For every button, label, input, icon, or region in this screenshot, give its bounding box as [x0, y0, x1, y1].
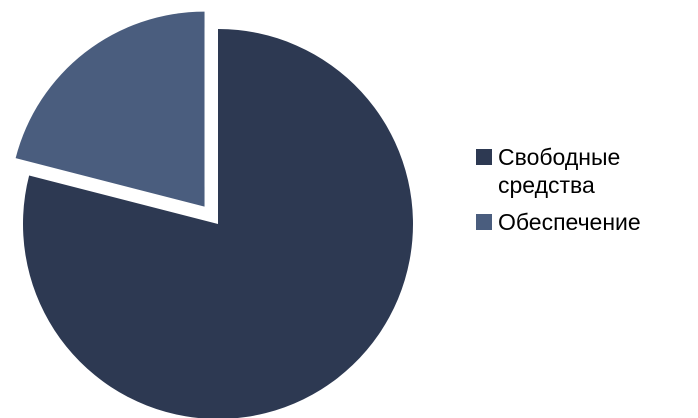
pie-chart — [15, 11, 413, 418]
legend-item-collateral: Обеспечение — [476, 208, 696, 236]
legend: Свободные средства Обеспечение — [476, 143, 696, 245]
legend-swatch-free-funds — [476, 149, 492, 165]
pie-slice-0 — [23, 29, 413, 418]
legend-label-free-funds: Свободные средства — [498, 144, 621, 198]
pie-slice-1 — [15, 11, 205, 207]
legend-label-collateral: Обеспечение — [498, 209, 641, 235]
legend-item-free-funds: Свободные средства — [476, 143, 696, 199]
legend-swatch-collateral — [476, 214, 492, 230]
